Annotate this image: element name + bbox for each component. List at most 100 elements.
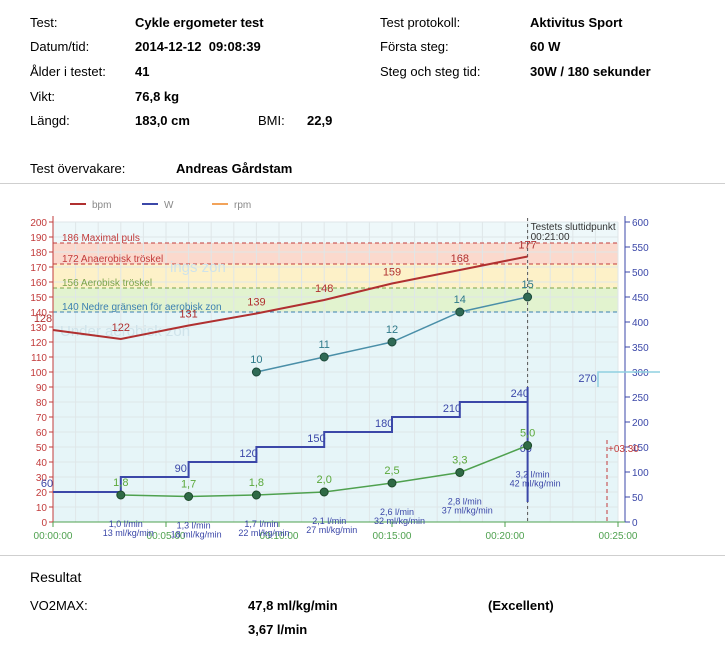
age-value: 41 xyxy=(135,64,150,79)
offset-label: +03:30 xyxy=(608,444,639,455)
protocol-label: Test protokoll: xyxy=(380,15,461,30)
vo2-rel-label: 14 xyxy=(454,294,466,306)
vo2-abs-label: 5,0 xyxy=(520,428,535,440)
vo2-sub-label: 2,1 l/min xyxy=(312,516,346,526)
watt-label: 210 xyxy=(443,403,461,415)
x-tick-label: 00:10:00 xyxy=(260,531,299,542)
vo2-sub-label: 37 ml/kg/min xyxy=(442,506,493,516)
left-tick-label: 70 xyxy=(36,413,48,424)
right-tick-label: 50 xyxy=(632,493,644,504)
bpm-label: 148 xyxy=(315,283,333,295)
watt-label: 60 xyxy=(41,478,53,490)
right-tick-label: 350 xyxy=(632,343,649,354)
height-label: Längd: xyxy=(30,113,70,128)
vo2-sub-label: 1,3 l/min xyxy=(177,521,211,531)
left-tick-label: 180 xyxy=(30,248,47,259)
weight-value: 76,8 kg xyxy=(135,89,180,104)
test-value: Cykle ergometer test xyxy=(135,15,264,30)
left-tick-label: 190 xyxy=(30,233,47,244)
x-tick-label: 00:25:00 xyxy=(599,531,638,542)
weight-label: Vikt: xyxy=(30,89,56,104)
vo2-sub-label: 13 ml/kg/min xyxy=(103,528,154,538)
left-tick-label: 200 xyxy=(30,218,47,229)
x-tick-label: 00:00:00 xyxy=(34,531,73,542)
bmi-value: 22,9 xyxy=(307,113,333,128)
watt-line xyxy=(53,387,529,502)
left-tick-label: 110 xyxy=(31,353,47,364)
vo2-abs-point xyxy=(251,490,261,500)
left-tick-label: 170 xyxy=(30,263,47,274)
left-tick-label: 130 xyxy=(30,323,47,334)
right-tick-label: 450 xyxy=(632,293,649,304)
age-label: Ålder i testet: xyxy=(30,64,106,79)
zone-label: 140 Nedre gränsen för aerobisk zon xyxy=(62,302,222,313)
left-tick-label: 30 xyxy=(36,473,48,484)
vo2-abs-label: 1,8 xyxy=(249,477,264,489)
vo2-rel-point xyxy=(319,352,329,362)
first-step-label: Första steg: xyxy=(380,39,449,54)
vo2-rel-label: 10 xyxy=(250,354,262,366)
vo2-abs-point xyxy=(184,492,194,501)
zone-band-anaerobic xyxy=(53,264,618,288)
bpm-line xyxy=(52,255,528,341)
vo2-abs-label: 1,7 xyxy=(181,479,196,491)
left-tick-label: 90 xyxy=(36,383,48,394)
left-tick-label: 60 xyxy=(36,428,48,439)
protocol-value: Aktivitus Sport xyxy=(530,15,623,30)
legend-label: rpm xyxy=(234,200,251,211)
vo2-sub-label: 3,2 l/min xyxy=(516,470,550,480)
bmi-label: BMI: xyxy=(258,113,285,128)
datetime-value: 2014-12-12 09:08:39 xyxy=(135,39,261,54)
left-tick-label: 100 xyxy=(30,368,47,379)
vo2-rel-point xyxy=(251,367,261,377)
watt-label: 180 xyxy=(375,418,393,430)
vo2max-classification: (Excellent) xyxy=(488,598,554,613)
right-tick-label: 500 xyxy=(632,268,649,279)
vo2-rel-label: 15 xyxy=(521,279,533,291)
vo2-rel-label: 12 xyxy=(386,324,398,336)
end-marker-time: 00:21:00 xyxy=(531,232,570,243)
bpm-label: 177 xyxy=(518,240,536,252)
bpm-label: 131 xyxy=(179,309,197,321)
vo2-abs-point xyxy=(319,487,329,497)
legend-label: bpm xyxy=(92,200,111,211)
zone-label: 172 Anaerobisk tröskel xyxy=(62,254,163,265)
divider-top xyxy=(0,183,725,184)
x-tick-label: 00:05:00 xyxy=(147,531,186,542)
test-chart: 186 Maximal puls 172 Anaerobisk tröskel 15… xyxy=(30,200,660,542)
vo2-abs-label: 1,8 xyxy=(113,477,128,489)
right-tick-label: 100 xyxy=(632,468,649,479)
vo2-rel-point xyxy=(523,292,533,302)
vo2max-label: VO2MAX: xyxy=(30,598,88,613)
divider-bottom xyxy=(0,555,725,556)
right-tick-label: 150 xyxy=(632,443,649,454)
zone-label: 156 Aerobisk tröskel xyxy=(62,278,152,289)
supervisor-value: Andreas Gårdstam xyxy=(176,161,293,176)
vo2-abs-point xyxy=(455,468,465,477)
vo2-sub-label: 22 ml/kg/min xyxy=(238,528,289,538)
watt-label: 270 xyxy=(578,373,596,385)
right-tick-label: 300 xyxy=(632,368,649,379)
vo2-sub-label: 1,0 l/min xyxy=(109,519,143,529)
left-tick-label: 160 xyxy=(30,278,47,289)
supervisor-label: Test övervakare: xyxy=(30,161,126,176)
watt-label: 240 xyxy=(511,388,529,400)
vo2-sub-label: 2,8 l/min xyxy=(448,497,482,507)
watt-label: 90 xyxy=(175,463,187,475)
rpm-line xyxy=(597,371,660,387)
bpm-label: 159 xyxy=(383,267,401,279)
bpm-label: 128 xyxy=(34,313,52,325)
vo2-abs-point xyxy=(387,478,397,488)
vo2-abs-label: 3,3 xyxy=(452,455,467,467)
zone-label: 186 Maximal puls xyxy=(62,233,140,244)
vo2max-relative: 47,8 ml/kg/min xyxy=(248,598,338,613)
right-tick-label: 550 xyxy=(632,243,649,254)
vo2-abs-label: 2,5 xyxy=(384,465,399,477)
vo2-rel-label: 11 xyxy=(318,339,329,351)
right-tick-label: 600 xyxy=(632,218,649,229)
height-value: 183,0 cm xyxy=(135,113,190,128)
legend-label: W xyxy=(164,200,174,211)
left-tick-label: 120 xyxy=(30,338,47,349)
left-tick-label: 150 xyxy=(30,293,47,304)
end-marker-title: Testets sluttidpunkt xyxy=(531,222,616,233)
